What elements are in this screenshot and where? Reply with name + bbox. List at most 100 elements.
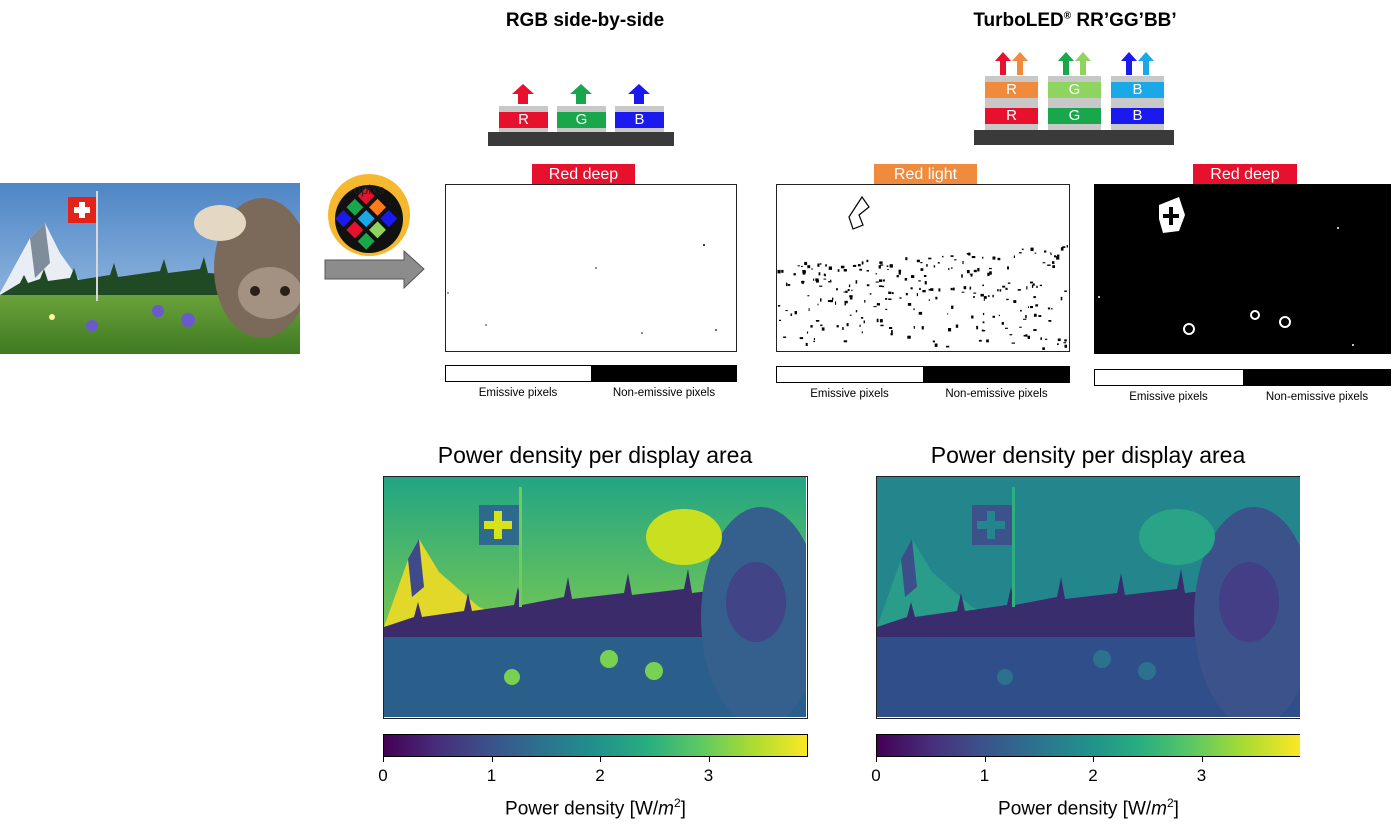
emissive-speckle bbox=[998, 314, 1000, 317]
emissive-speckle bbox=[1064, 339, 1067, 342]
emissive-speckle bbox=[821, 327, 825, 331]
colorbar-label-right: Power density [W/m2] bbox=[998, 796, 1179, 820]
emissive-speckle bbox=[891, 292, 894, 295]
emissive-speckle bbox=[961, 291, 965, 293]
emissive-speckle bbox=[805, 342, 808, 346]
emissive-speckle bbox=[855, 310, 858, 313]
emissive-speckle bbox=[947, 313, 949, 315]
emissive-speckle bbox=[849, 295, 853, 298]
emissive-speckle bbox=[992, 315, 995, 318]
power-map-turboled bbox=[876, 476, 1314, 727]
emissive-speckle bbox=[982, 284, 984, 287]
emissive-speckle bbox=[1005, 287, 1008, 290]
emissive-speckle bbox=[951, 267, 953, 269]
emissive-speckle bbox=[924, 281, 927, 285]
green-subpixel: G bbox=[557, 112, 606, 128]
legend-bar-rgb bbox=[445, 365, 737, 382]
emissive-speckle bbox=[836, 325, 839, 328]
emissive-speckle bbox=[1027, 335, 1030, 339]
emissive-speckle bbox=[785, 310, 788, 312]
emissive-speckle bbox=[804, 261, 808, 266]
emissive-speckle bbox=[879, 261, 883, 264]
emissive-speckle bbox=[779, 319, 782, 321]
emissive-speckle bbox=[1056, 256, 1060, 260]
legend-non-emissive-rgb: Non-emissive pixels bbox=[612, 387, 716, 399]
emissive-speckle bbox=[879, 319, 883, 323]
emissive-speckle bbox=[1030, 281, 1034, 284]
emissive-speckle bbox=[810, 325, 813, 328]
emissive-speckle bbox=[952, 287, 955, 291]
emissive-speckle bbox=[855, 280, 858, 284]
emissive-speckle bbox=[1013, 300, 1017, 303]
emissive-speckle bbox=[1031, 284, 1034, 288]
emissive-speckle bbox=[905, 257, 908, 261]
emissive-speckle bbox=[1066, 245, 1069, 248]
emissive-speckle bbox=[783, 336, 787, 338]
emissive-speckle bbox=[955, 324, 959, 328]
emissive-speckle bbox=[813, 337, 815, 341]
power-plot-title-left: Power density per display area bbox=[437, 442, 753, 468]
colorbar-tick-mark bbox=[1093, 757, 1094, 762]
emission-map-turbo-red-deep bbox=[1094, 184, 1391, 354]
emissive-speckle bbox=[963, 286, 967, 290]
emissive-speckle bbox=[938, 288, 941, 292]
emissive-speckle bbox=[905, 292, 908, 296]
legend-bar-red-deep bbox=[1094, 369, 1391, 386]
emissive-speckle bbox=[866, 284, 870, 287]
power-map-rgb bbox=[383, 476, 821, 727]
emissive-speckle bbox=[848, 284, 851, 288]
emissive-speckle bbox=[1028, 306, 1029, 308]
legend-emissive-red-deep: Emissive pixels bbox=[1129, 391, 1208, 403]
emissive-speckle bbox=[896, 275, 899, 278]
rgb-stack-diagram: R G B bbox=[488, 82, 674, 148]
tag-red-deep-turbo: Red deep bbox=[1193, 164, 1297, 185]
emissive-speckle bbox=[828, 266, 832, 270]
heading-rgb: RGB side-by-side bbox=[505, 10, 665, 31]
emissive-speckle bbox=[950, 287, 953, 291]
emissive-speckle bbox=[1021, 248, 1024, 250]
emissive-speckle bbox=[827, 300, 831, 302]
emissive-speckle bbox=[813, 340, 815, 342]
emissive-speckle bbox=[898, 271, 901, 275]
colorbar-tick-mark bbox=[600, 757, 601, 762]
emissive-speckle bbox=[982, 321, 985, 324]
emissive-speckle bbox=[1064, 344, 1067, 348]
emissive-speckle bbox=[823, 273, 826, 276]
emissive-speckle bbox=[978, 339, 982, 342]
emissive-speckle bbox=[970, 273, 973, 277]
emissive-speckle bbox=[987, 295, 990, 297]
emissive-speckle bbox=[933, 265, 936, 268]
emissive-speckle bbox=[777, 305, 781, 307]
emissive-speckle bbox=[987, 272, 990, 277]
power-plot-title-right: Power density per display area bbox=[930, 442, 1246, 468]
emissive-speckle bbox=[1039, 284, 1042, 287]
emissive-speckle bbox=[875, 273, 877, 275]
emissive-speckle bbox=[889, 327, 893, 329]
emissive-speckle bbox=[849, 297, 853, 300]
emissive-speckle bbox=[823, 278, 827, 280]
emissive-speckle bbox=[1033, 313, 1037, 317]
emissive-speckle bbox=[1025, 315, 1027, 319]
emissive-speckle bbox=[919, 287, 921, 290]
emissive-speckle bbox=[973, 269, 977, 273]
emissive-speckle bbox=[918, 311, 923, 315]
emissive-speckle bbox=[1052, 261, 1055, 264]
emissive-speckle bbox=[1006, 298, 1009, 301]
emissive-speckle bbox=[797, 265, 800, 267]
emissive-speckle bbox=[842, 327, 844, 330]
emissive-speckle bbox=[801, 281, 805, 283]
emissive-speckle bbox=[830, 299, 833, 303]
emissive-speckle bbox=[1045, 338, 1048, 340]
emissive-speckle bbox=[832, 297, 834, 301]
emissive-speckle bbox=[815, 279, 819, 283]
emissive-speckle bbox=[1033, 296, 1036, 299]
emissive-speckle bbox=[937, 262, 940, 264]
legend-emissive-red-light: Emissive pixels bbox=[810, 388, 889, 400]
emissive-speckle bbox=[880, 324, 884, 327]
emissive-speckle bbox=[913, 308, 915, 311]
substrate bbox=[974, 130, 1174, 145]
emissive-speckle bbox=[971, 256, 976, 259]
colorbar-tick-mark bbox=[1201, 757, 1203, 762]
emissive-speckle bbox=[1035, 304, 1039, 307]
emissive-speckle bbox=[916, 259, 920, 263]
